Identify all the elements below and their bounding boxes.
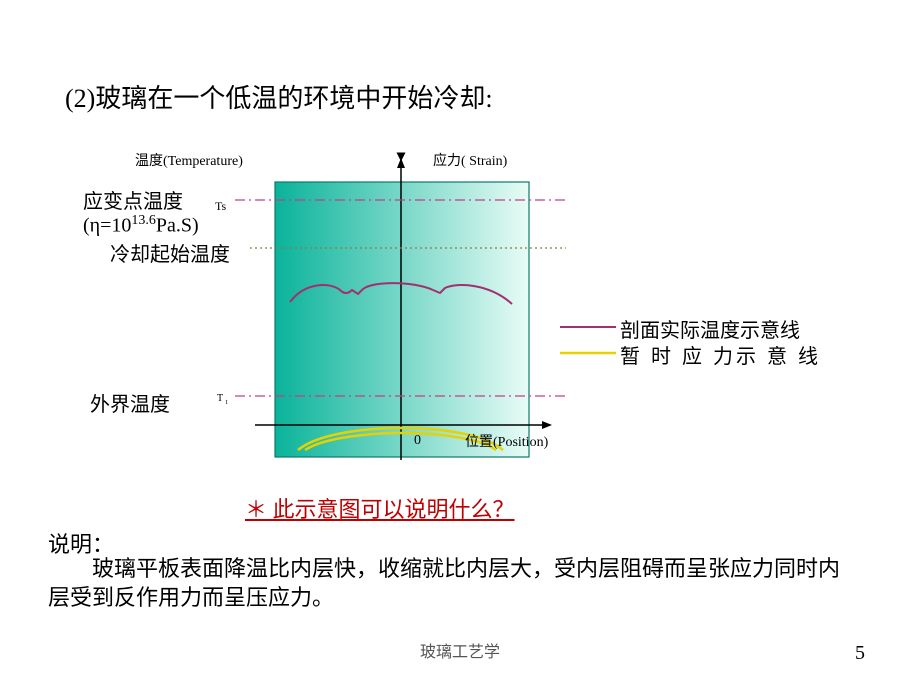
y-axis-arrow <box>397 158 405 168</box>
strain-point-label: 应变点温度 <box>83 190 183 214</box>
chart-svg <box>80 150 840 470</box>
ts-label: Ts <box>215 199 226 214</box>
question-text: ＊ 此示意图可以说明什么？ <box>245 492 515 524</box>
tt-label: T t <box>217 393 227 406</box>
glass-rect <box>275 182 529 457</box>
ambient-label: 外界温度 <box>90 388 170 417</box>
cool-start-label: 冷却起始温度 <box>110 238 230 267</box>
slide-title: (2)玻璃在一个低温的环境中开始冷却: <box>65 78 493 115</box>
legend-2-label: 暂 时 应 力示 意 线 <box>620 340 821 369</box>
eta-label: (η=1013.6Pa.S) <box>83 213 199 238</box>
chart-area: 温度(Temperature) 应力( Strain) 应变点温度 Ts (η=… <box>80 150 840 470</box>
footer-text: 玻璃工艺学 <box>0 638 920 662</box>
page-number: 5 <box>855 642 865 665</box>
legend-1-label: 剖面实际温度示意线 <box>620 314 800 343</box>
explain-body: 玻璃平板表面降温比内层快，收缩就比内层大，受内层阻碍而呈张应力同时内层受到反作用… <box>48 555 848 612</box>
zero-label: 0 <box>414 433 421 449</box>
x-axis-arrow <box>542 421 552 429</box>
position-label: 位置(Position) <box>465 431 548 451</box>
y-axis-label-left: 温度(Temperature) <box>135 150 243 170</box>
slide: (2)玻璃在一个低温的环境中开始冷却: <box>0 0 920 690</box>
y-axis-label-right: 应力( Strain) <box>433 150 507 170</box>
